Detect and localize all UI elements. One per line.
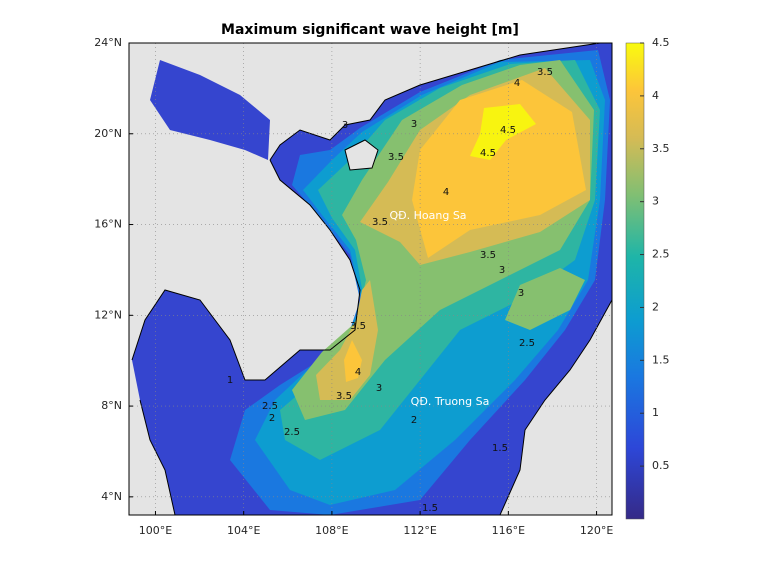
colorbar-tick-label: 3.5	[652, 142, 670, 155]
colorbar-tick-label: 0.5	[652, 459, 670, 472]
colorbar-tick-label: 1.5	[652, 353, 670, 366]
colorbar-tick-label: 2.5	[652, 248, 670, 261]
lat-tick-label: 12°N	[94, 308, 122, 321]
contour-label: 2	[269, 413, 275, 424]
contour-label: 3	[376, 383, 382, 394]
contour-label: 2.5	[284, 427, 300, 438]
contour-label: 1.5	[422, 503, 438, 514]
island	[344, 139, 379, 171]
contour-label: 3.5	[480, 250, 496, 261]
lat-tick-label: 4°N	[101, 490, 122, 503]
wave-field	[129, 43, 612, 515]
contour-label: 3	[499, 265, 505, 276]
contour-label: 4.5	[480, 148, 496, 159]
contour-label: 2	[411, 415, 417, 426]
colorbar-tick-label: 4	[652, 89, 659, 102]
contour-label: 3	[411, 119, 417, 130]
contour-label: 2.5	[262, 401, 278, 412]
lon-tick-label: 112°E	[403, 524, 436, 537]
lon-tick-label: 100°E	[139, 524, 172, 537]
lon-tick-label: 108°E	[315, 524, 348, 537]
colorbar-tick-label: 3	[652, 195, 659, 208]
contour-label: 3.5	[537, 67, 553, 78]
colorbar-tick-label: 4.5	[652, 36, 670, 49]
sea-zone	[412, 80, 586, 258]
contour-label: 4	[443, 187, 449, 198]
sea-zone	[150, 60, 270, 160]
lat-tick-label: 8°N	[101, 399, 122, 412]
map-title: Maximum significant wave height [m]	[221, 22, 519, 38]
contour-label: 2.5	[519, 338, 535, 349]
graticule	[129, 43, 612, 515]
contour-label: 1.5	[492, 443, 508, 454]
lat-tick-label: 16°N	[94, 218, 122, 231]
contour-label: 3.5	[350, 321, 366, 332]
lon-tick-label: 120°E	[580, 524, 613, 537]
colorbar	[625, 42, 645, 520]
map-frame	[128, 42, 613, 516]
coastline	[131, 43, 612, 515]
lon-tick-label: 104°E	[227, 524, 260, 537]
contour-label: 3.5	[372, 217, 388, 228]
sea-zone	[505, 268, 585, 330]
contour-label: 1	[227, 375, 233, 386]
place-label: QĐ. Truong Sa	[411, 395, 490, 408]
colorbar-tick-label: 1	[652, 406, 659, 419]
contour-label: 4.5	[500, 125, 516, 136]
lon-tick-label: 116°E	[492, 524, 525, 537]
contour-label: 4	[514, 78, 520, 89]
contour-label: 3.5	[336, 391, 352, 402]
colorbar-tick-label: 2	[652, 300, 659, 313]
contour-label: 3.5	[388, 152, 404, 163]
lat-tick-label: 24°N	[94, 36, 122, 49]
contour-label: 3	[342, 120, 348, 131]
contour-label: 3	[518, 288, 524, 299]
sea-zone	[316, 280, 378, 400]
sea-zone	[470, 104, 536, 160]
sea-zone	[344, 340, 362, 382]
place-label: QĐ. Hoang Sa	[389, 209, 466, 222]
contour-label: 4	[355, 367, 361, 378]
lat-tick-label: 20°N	[94, 127, 122, 140]
